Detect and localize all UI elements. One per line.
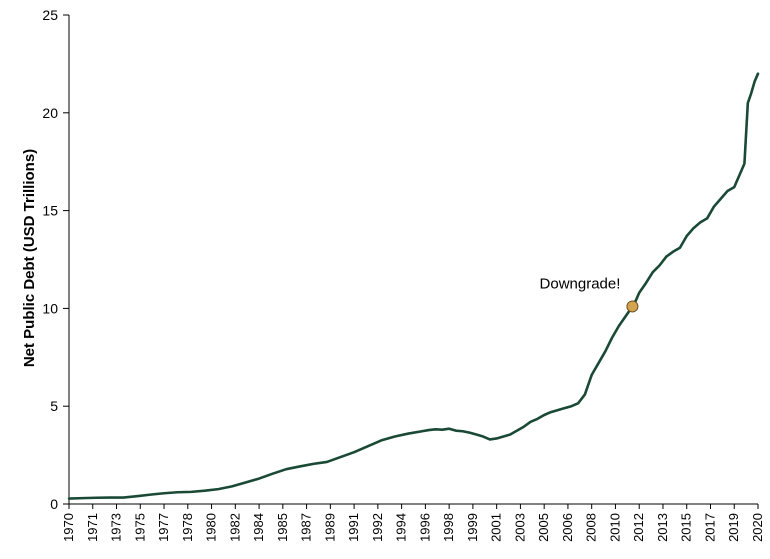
x-tick-label: 1987 bbox=[299, 513, 314, 542]
x-tick-label: 1970 bbox=[61, 513, 76, 542]
x-tick-label: 1985 bbox=[275, 513, 290, 542]
x-tick-label: 2012 bbox=[631, 513, 646, 542]
x-tick-label: 2010 bbox=[607, 513, 622, 542]
x-tick-label: 1999 bbox=[465, 513, 480, 542]
x-tick-label: 2008 bbox=[584, 513, 599, 542]
x-tick-label: 2001 bbox=[489, 513, 504, 542]
x-tick-label: 2020 bbox=[750, 513, 765, 542]
x-tick-label: 1989 bbox=[322, 513, 337, 542]
x-tick-label: 1994 bbox=[394, 513, 409, 542]
y-tick-label: 15 bbox=[42, 203, 58, 219]
y-axis-title: Net Public Debt (USD Trillions) bbox=[21, 149, 38, 367]
x-tick-label: 1984 bbox=[251, 513, 266, 542]
axes bbox=[68, 15, 758, 505]
x-tick-label: 1975 bbox=[132, 513, 147, 542]
x-tick-label: 1980 bbox=[204, 513, 219, 542]
x-tick-label: 1977 bbox=[156, 513, 171, 542]
x-tick-label: 1998 bbox=[441, 513, 456, 542]
x-tick-label: 2017 bbox=[702, 513, 717, 542]
x-tick-label: 2019 bbox=[726, 513, 741, 542]
y-tick-label: 0 bbox=[50, 496, 58, 512]
x-tick-label: 1973 bbox=[109, 513, 124, 542]
x-tick-label: 1991 bbox=[346, 513, 361, 542]
x-tick-label: 1992 bbox=[370, 513, 385, 542]
x-tick-label: 1982 bbox=[227, 513, 242, 542]
x-tick-label: 2015 bbox=[679, 513, 694, 542]
annotations: Downgrade! bbox=[540, 275, 639, 313]
series-line bbox=[67, 72, 760, 500]
x-tick-label: 2003 bbox=[512, 513, 527, 542]
y-ticks: 0 5 10 15 20 25 bbox=[42, 7, 69, 512]
y-tick-label: 20 bbox=[42, 105, 58, 121]
y-tick-label: 5 bbox=[50, 398, 58, 414]
downgrade-annotation: Downgrade! bbox=[540, 275, 621, 292]
y-tick-label: 10 bbox=[42, 300, 58, 316]
x-tick-label: 1978 bbox=[180, 513, 195, 542]
y-tick-label: 25 bbox=[42, 7, 58, 23]
downgrade-marker bbox=[626, 300, 639, 313]
x-tick-label: 1971 bbox=[85, 513, 100, 542]
x-tick-label: 1996 bbox=[417, 513, 432, 542]
x-tick-label: 2006 bbox=[560, 513, 575, 542]
x-tick-label: 2013 bbox=[655, 513, 670, 542]
x-tick-label: 2005 bbox=[536, 513, 551, 542]
x-ticks: 1970 1971 1973 1975 1977 1978 1980 1982 1984 1985… bbox=[61, 504, 765, 542]
